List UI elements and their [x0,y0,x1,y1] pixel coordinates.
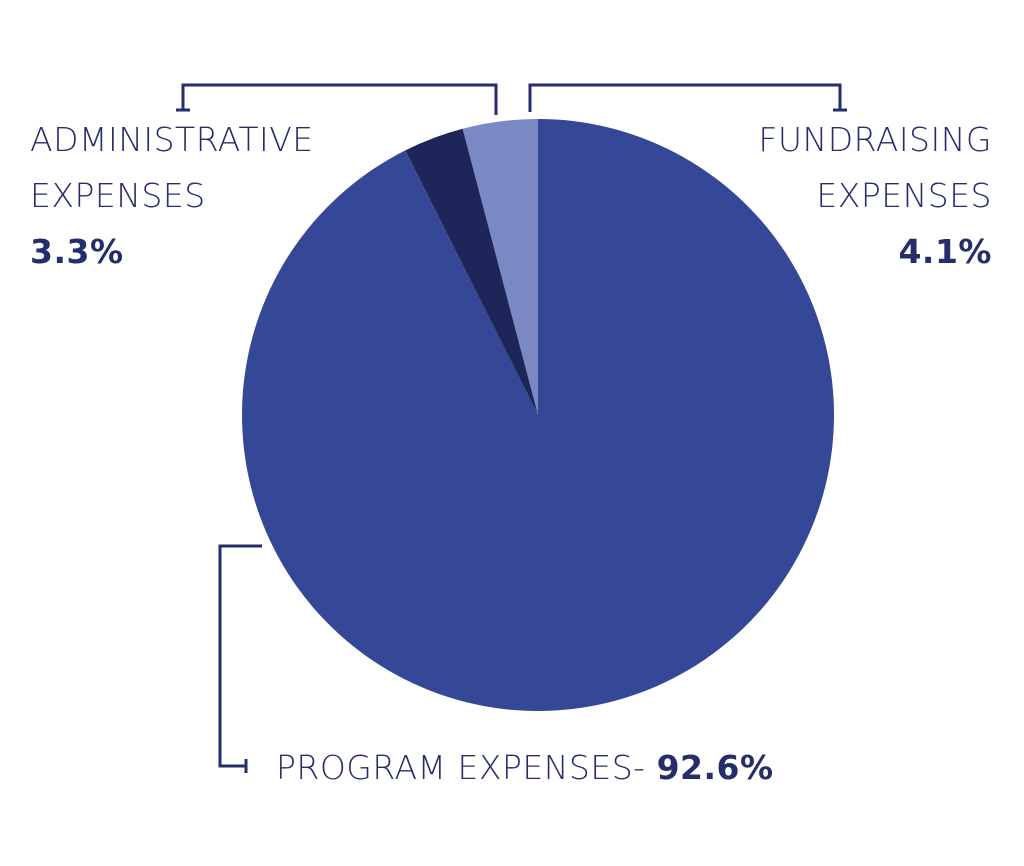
pie-slice-fundraising-expenses [462,119,538,415]
admin-label-line2: EXPENSES [30,176,206,215]
pie-slice-program-expenses [242,119,835,711]
fundraising-value: 4.1% [898,232,992,271]
program-bracket [218,544,262,773]
pie-slice-administrative-expenses [405,128,538,415]
fundraising-label-line2: EXPENSES [816,176,992,215]
fundraising-label-line1: FUNDRAISING [758,120,992,159]
admin-label: ADMINISTRATIVE EXPENSES 3.3% [30,112,314,280]
program-value: 92.6% [656,748,774,787]
fundraising-label: FUNDRAISING EXPENSES 4.1% [758,112,992,280]
fundraising-bracket [528,83,847,112]
program-label: PROGRAM EXPENSES- 92.6% [276,740,774,796]
admin-bracket [176,83,498,115]
program-label-text: PROGRAM EXPENSES- [276,748,646,787]
admin-value: 3.3% [30,232,124,271]
admin-label-line1: ADMINISTRATIVE [30,120,314,159]
